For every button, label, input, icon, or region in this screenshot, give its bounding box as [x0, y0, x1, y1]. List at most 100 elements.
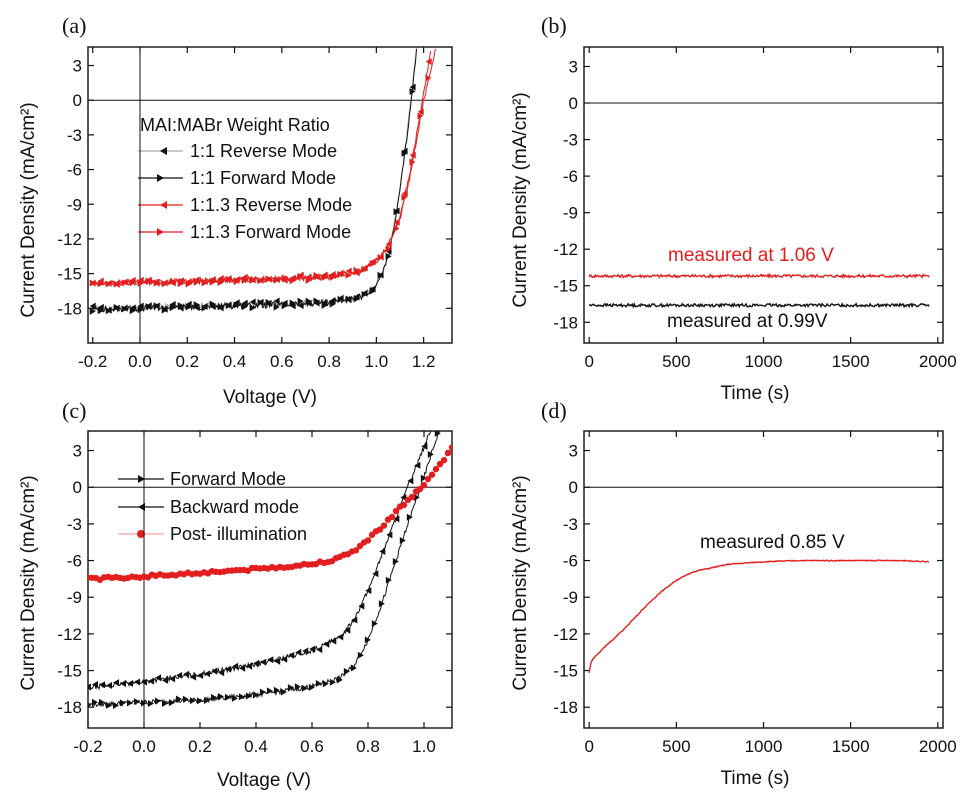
y-tick-label: -6: [563, 167, 578, 186]
data-point: [177, 301, 184, 309]
data-point: [353, 295, 360, 303]
data-point: [301, 684, 308, 692]
x-tick-label: 500: [662, 352, 690, 371]
data-point: [421, 442, 428, 450]
data-point: [434, 431, 441, 437]
data-point: [162, 676, 169, 684]
data-point: [393, 218, 400, 226]
data-point: [209, 275, 216, 283]
data-point: [297, 272, 304, 280]
data-point: [424, 475, 432, 483]
data-point: [351, 616, 358, 624]
data-point: [358, 602, 365, 610]
data-point: [265, 298, 272, 306]
left-triangle-marker-icon: [138, 503, 145, 511]
data-point: [322, 680, 329, 688]
data-point: [352, 547, 360, 554]
data-point: [210, 693, 217, 701]
x-tick-label: 0.4: [244, 737, 268, 756]
data-point: [417, 112, 424, 120]
data-point: [336, 676, 343, 684]
y-tick-label: -6: [563, 552, 578, 571]
data-point: [289, 277, 296, 285]
x-tick-label: 0.2: [175, 352, 199, 371]
data-point: [185, 280, 192, 288]
data-point: [259, 688, 266, 696]
data-point: [120, 680, 127, 688]
data-point: [329, 678, 336, 686]
legend-label: 1:1.3 Forward Mode: [190, 222, 351, 242]
data-point: [321, 301, 328, 309]
data-point: [155, 674, 162, 682]
x-tick-label: 1.0: [365, 352, 389, 371]
data-point: [225, 665, 232, 673]
annotation: measured 0.85 V: [700, 532, 845, 553]
data-point: [176, 671, 183, 679]
legend-item-3: Post- illumination: [118, 524, 307, 544]
data-point: [126, 699, 133, 707]
x-tick-label: 0.0: [128, 352, 152, 371]
data-point: [377, 271, 384, 279]
data-point: [121, 305, 128, 313]
data-point: [409, 158, 416, 166]
legend-label: 1:1.3 Reverse Mode: [190, 195, 352, 215]
data-point: [92, 681, 99, 689]
data-point: [137, 279, 144, 287]
data-point: [168, 699, 175, 707]
data-point: [329, 300, 336, 308]
data-point: [257, 277, 264, 285]
plot-area: [588, 272, 930, 309]
data-point: [98, 698, 105, 706]
data-point: [88, 683, 91, 691]
data-series-line: [588, 559, 930, 674]
data-point: [281, 302, 288, 310]
data-point: [432, 465, 440, 473]
y-tick-label: -12: [57, 230, 82, 249]
data-point: [265, 275, 272, 283]
x-tick-label: 0.8: [317, 352, 341, 371]
panel-c-label: (c): [62, 398, 86, 423]
data-point: [97, 307, 104, 315]
x-tick-label: 1000: [745, 352, 783, 371]
legend-label: 1:1 Reverse Mode: [190, 141, 337, 161]
y-tick-label: -18: [553, 313, 578, 332]
data-point: [408, 493, 416, 501]
data-point: [257, 299, 264, 307]
panel-c-ylabel: Current Density (mA/cm²): [18, 475, 39, 690]
data-point: [225, 275, 232, 283]
y-tick-label: -3: [563, 131, 578, 150]
data-point: [305, 276, 312, 284]
panel-d-xlabel: Time (s): [721, 768, 790, 789]
data-point: [161, 280, 168, 288]
data-point: [161, 699, 168, 707]
data-point: [129, 279, 136, 287]
data-point: [97, 303, 104, 311]
data-point: [273, 686, 280, 694]
data-point: [153, 302, 160, 310]
data-point: [289, 299, 296, 307]
data-point: [112, 701, 119, 709]
x-tick-label: 1500: [832, 352, 870, 371]
panel-c-xlabel: Voltage (V): [217, 770, 311, 791]
data-point: [385, 576, 392, 584]
data-point: [440, 456, 448, 464]
data-point: [315, 680, 322, 688]
legend-label: Forward Mode: [170, 469, 286, 489]
data-point: [385, 240, 392, 248]
x-tick-label: 0.2: [188, 737, 212, 756]
x-tick-label: 0.6: [270, 352, 294, 371]
data-point: [385, 245, 392, 253]
data-point: [280, 688, 287, 696]
annotation-black: measured at 0.99V: [667, 311, 828, 332]
data-point: [161, 306, 168, 314]
data-point: [197, 672, 204, 680]
data-point: [137, 306, 144, 314]
plot-area: [88, 431, 452, 709]
x-tick-label: 1.0: [412, 737, 436, 756]
data-point: [305, 297, 312, 305]
x-tick-label: 500: [662, 737, 690, 756]
data-point: [145, 303, 152, 311]
data-point: [287, 684, 294, 692]
panel-b: (b) Time (s) Current Density (mA/cm²) me…: [510, 13, 957, 404]
data-point: [127, 679, 134, 687]
